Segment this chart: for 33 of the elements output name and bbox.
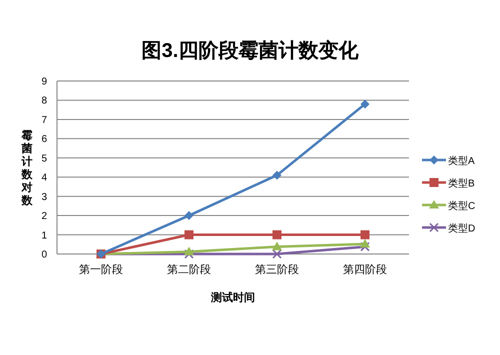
point [360, 230, 370, 240]
x-tick-label: 第四阶段 [343, 264, 387, 276]
x-tick-label: 第三阶段 [255, 264, 299, 276]
y-tick-label: 6 [41, 134, 48, 146]
point [272, 249, 282, 259]
legend-label: 类型C [448, 200, 476, 212]
point [184, 211, 194, 220]
point [360, 242, 370, 252]
y-tick-label: 1 [41, 230, 48, 242]
point [272, 242, 282, 250]
y-tick-label: 3 [41, 192, 48, 203]
x-tick-label: 第一阶段 [79, 264, 123, 276]
point [272, 170, 282, 180]
y-tick-label: 0 [41, 250, 48, 260]
legend-label: 类型A [448, 155, 475, 167]
legend-label: 类型D [448, 222, 476, 234]
x-tick-label: 第二阶段 [167, 264, 211, 276]
y-tick-label: 5 [41, 153, 48, 164]
chart-title: 图3.四阶段霉菌计数变化 [142, 39, 360, 62]
point [272, 230, 282, 240]
x-axis-title: 测试时间 [210, 291, 255, 304]
legend-label: 类型B [448, 178, 475, 190]
y-axis-title: 霉菌计数对数 [20, 129, 34, 207]
point [184, 230, 194, 240]
y-tick-label: 4 [41, 172, 48, 184]
point [360, 100, 370, 109]
y-tick-label: 7 [41, 114, 48, 126]
y-tick-label: 8 [41, 96, 48, 107]
y-tick-label: 2 [41, 211, 48, 222]
point [184, 249, 194, 259]
point [360, 239, 370, 248]
point [184, 246, 194, 256]
y-tick-label: 9 [41, 76, 48, 88]
